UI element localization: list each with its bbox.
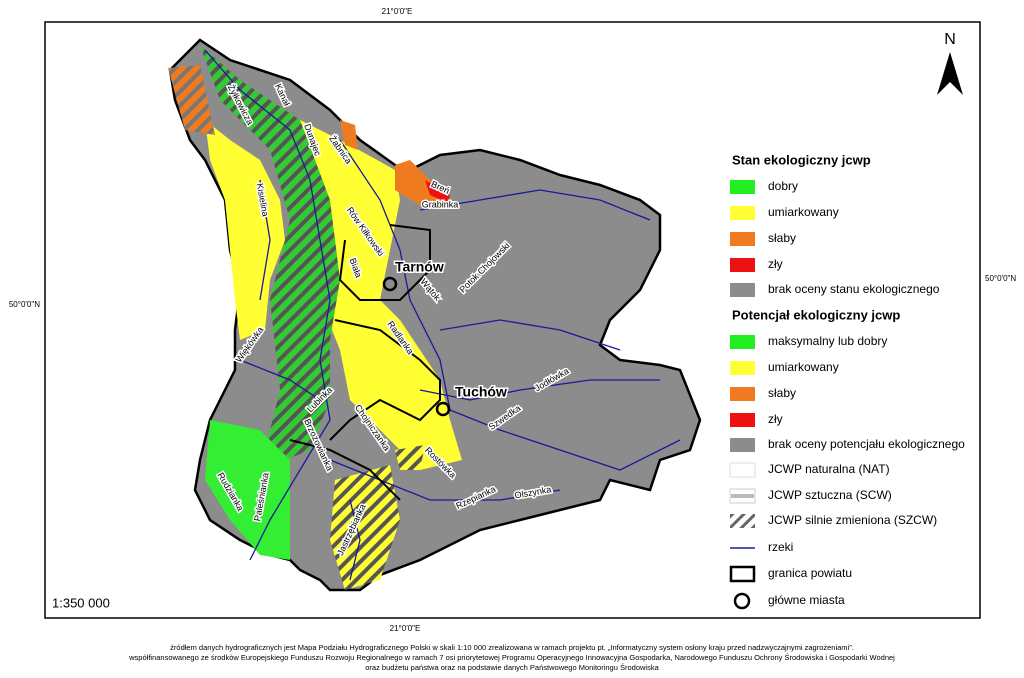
legend-title: Potencjał ekologiczny jcwp <box>732 307 900 322</box>
legend-item: brak oceny stanu ekologicznego <box>768 282 940 296</box>
coordinate-label: 21°0'0"E <box>390 624 421 633</box>
north-label: N <box>944 31 956 48</box>
legend-item: granica powiatu <box>768 566 852 580</box>
legend-item: słaby <box>768 231 796 245</box>
legend-item: dobry <box>768 179 798 193</box>
river-label: Grabinka <box>422 199 459 209</box>
legend-item: główne miasta <box>768 593 845 607</box>
town-label: Tuchów <box>455 384 507 400</box>
footer-text: współfinansowanego ze środków Europejski… <box>128 653 895 662</box>
legend-item: rzeki <box>768 540 793 554</box>
footer-text: oraz budżetu państwa oraz na podstawie d… <box>365 663 659 672</box>
legend-item: maksymalny lub dobry <box>768 334 887 348</box>
coordinate-label: 50°0'0"N <box>9 300 40 309</box>
legend-item: zły <box>768 412 783 426</box>
north-arrow <box>937 52 963 95</box>
scale-label: 1:350 000 <box>52 595 110 610</box>
legend-item: JCWP sztuczna (SCW) <box>768 488 892 502</box>
town-label: Tarnów <box>395 259 444 275</box>
legend-item: słaby <box>768 386 796 400</box>
legend-title: Stan ekologiczny jcwp <box>732 152 871 167</box>
footer-text: źródłem danych hydrograficznych jest Map… <box>170 643 854 652</box>
legend-item: JCWP naturalna (NAT) <box>768 462 890 476</box>
legend-item: JCWP silnie zmieniona (SZCW) <box>768 513 937 527</box>
map-body <box>168 38 702 592</box>
legend-item: zły <box>768 257 783 271</box>
coordinate-label: 50°0'0"N <box>985 274 1016 283</box>
legend-item: umiarkowany <box>768 360 839 374</box>
coordinate-label: 21°0'0"E <box>382 7 413 16</box>
legend-item: umiarkowany <box>768 205 839 219</box>
legend-item: brak oceny potencjału ekologicznego <box>768 437 965 451</box>
legend <box>729 180 756 610</box>
